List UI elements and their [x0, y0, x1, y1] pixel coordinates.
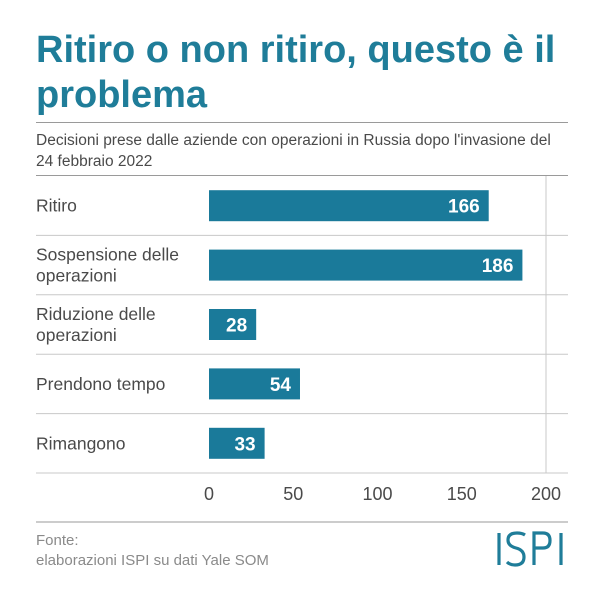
x-tick-label: 200	[531, 484, 561, 504]
bar	[209, 309, 257, 340]
category-label: Rimangono	[36, 433, 126, 453]
x-tick-label: 0	[204, 484, 214, 504]
ispi-logo-mark	[497, 531, 563, 567]
x-tick-label: 50	[283, 484, 303, 504]
x-tick-label: 150	[447, 484, 477, 504]
bar	[209, 427, 265, 459]
ispi-logo	[497, 531, 563, 567]
data-label: 33	[234, 434, 255, 455]
data-label: 186	[482, 256, 514, 277]
category-label: Sospensione delle operazioni	[36, 245, 179, 286]
data-label: 166	[448, 197, 480, 218]
category-label: Riduzione delle operazioni	[36, 304, 156, 345]
bar	[209, 249, 523, 281]
category-label: Ritiro	[36, 196, 77, 216]
data-label: 28	[226, 316, 247, 337]
chart-subtitle: Decisioni prese dalle aziende con operaz…	[36, 132, 551, 170]
data-label: 54	[270, 375, 292, 396]
source-text: elaborazioni ISPI su dati Yale SOM	[36, 552, 269, 569]
bar	[209, 368, 300, 400]
category-label: Prendono tempo	[36, 374, 165, 394]
title-divider	[36, 122, 568, 123]
chart-title: Ritiro o non ritiro, questo è il problem…	[36, 29, 556, 116]
bar	[209, 190, 489, 222]
source-note: Fonte: elaborazioni ISPI su dati Yale SO…	[36, 531, 269, 571]
subtitle-divider	[36, 175, 568, 176]
x-tick-label: 100	[362, 484, 392, 504]
source-label: Fonte:	[36, 532, 79, 549]
